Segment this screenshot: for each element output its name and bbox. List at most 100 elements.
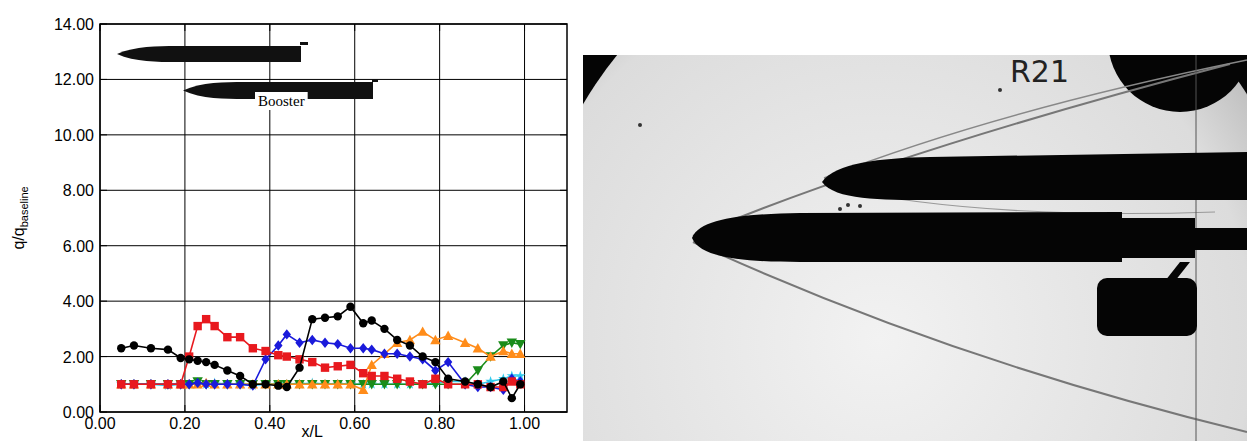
y-grid-line [100, 79, 567, 80]
series-marker [346, 302, 354, 310]
x-tick [439, 24, 440, 31]
series-marker [473, 366, 483, 375]
x-tick [184, 24, 185, 31]
series-marker [418, 352, 426, 360]
photo [583, 55, 1247, 441]
series-marker [261, 380, 269, 388]
series-marker [274, 340, 282, 350]
y-axis-title-main: q/q [10, 227, 27, 249]
series-marker [346, 361, 354, 369]
photo-speck [638, 123, 642, 127]
series-marker [444, 357, 452, 367]
y-tick [100, 356, 107, 357]
y-grid-line [100, 134, 567, 135]
y-tick-label: 12.00 [54, 71, 94, 88]
series-marker [147, 380, 155, 388]
series-marker [358, 385, 368, 394]
x-grid-line [524, 24, 525, 412]
series-marker [260, 379, 270, 388]
series-marker [260, 380, 270, 389]
series-marker [380, 349, 388, 359]
series-marker [223, 333, 231, 341]
photo-sting-body [1097, 278, 1197, 336]
series-marker [516, 380, 524, 388]
series-marker [210, 322, 218, 330]
series-marker [116, 380, 126, 389]
x-tick-label: 0.80 [424, 415, 455, 432]
series-marker [222, 379, 232, 389]
series-marker [202, 315, 210, 323]
series-marker [308, 315, 316, 323]
photo-booster-tail [1195, 228, 1247, 250]
series-marker [209, 380, 219, 389]
series-marker [515, 349, 525, 358]
series-marker [261, 354, 269, 364]
series-marker [129, 379, 139, 389]
x-tick-label: 0.60 [339, 415, 370, 432]
data-group [116, 302, 525, 402]
x-tick [524, 24, 525, 31]
series-marker [117, 379, 125, 389]
series-marker [367, 360, 377, 369]
shock-line [693, 242, 1247, 432]
inset-label: Booster [258, 93, 305, 109]
series-marker [499, 377, 507, 385]
y-tick [560, 134, 567, 135]
y-axis-title-sub: baseline [18, 186, 30, 227]
y-tick-label: 4.00 [63, 293, 94, 310]
series-marker [380, 372, 388, 380]
x-tick-label: 0.40 [254, 415, 285, 432]
series-marker [417, 379, 427, 389]
figure: 0.002.004.006.008.0010.0012.0014.000.000… [0, 0, 1247, 441]
series-marker [235, 379, 245, 388]
series-marker [295, 363, 303, 371]
shock-line [693, 64, 1230, 236]
series-marker [164, 380, 172, 388]
series-marker [235, 380, 245, 389]
x-axis-title: x/L [302, 423, 323, 440]
series-marker [431, 358, 439, 366]
series-marker [368, 372, 376, 380]
series-marker [406, 377, 414, 385]
photo-booster [692, 212, 1195, 262]
series-marker [515, 340, 525, 349]
series-marker [417, 326, 427, 335]
series-marker [147, 344, 155, 352]
series-marker [210, 379, 218, 389]
series-marker [209, 379, 219, 388]
series-marker [431, 375, 439, 383]
series-line [121, 307, 520, 398]
series-marker [236, 372, 244, 380]
series-marker [117, 344, 125, 352]
series-marker [321, 363, 329, 371]
y-grid-line [100, 245, 567, 246]
series-marker [202, 358, 210, 366]
series-marker [486, 383, 494, 391]
series-marker [486, 382, 494, 392]
series-marker [283, 329, 291, 339]
series-marker [130, 341, 138, 349]
series-marker [185, 355, 193, 363]
series-marker [368, 344, 376, 354]
series-marker [236, 379, 244, 389]
series-marker [147, 379, 155, 389]
series-marker [345, 379, 355, 388]
series-marker [294, 379, 304, 388]
series-marker [443, 331, 453, 340]
series-marker [210, 361, 218, 369]
y-tick [560, 301, 567, 302]
y-grid-line [100, 356, 567, 357]
photo-orbiter [822, 152, 1247, 200]
series-marker [130, 380, 138, 388]
y-grid-line [100, 301, 567, 302]
series-marker [283, 352, 291, 360]
series-marker [507, 349, 517, 358]
series-marker [129, 380, 139, 389]
series-marker [193, 378, 201, 388]
y-tick [100, 134, 107, 135]
series-marker [308, 335, 316, 345]
y-tick [560, 245, 567, 246]
series-marker [274, 381, 282, 389]
series-marker [393, 349, 401, 359]
y-tick-label: 14.00 [54, 16, 94, 33]
